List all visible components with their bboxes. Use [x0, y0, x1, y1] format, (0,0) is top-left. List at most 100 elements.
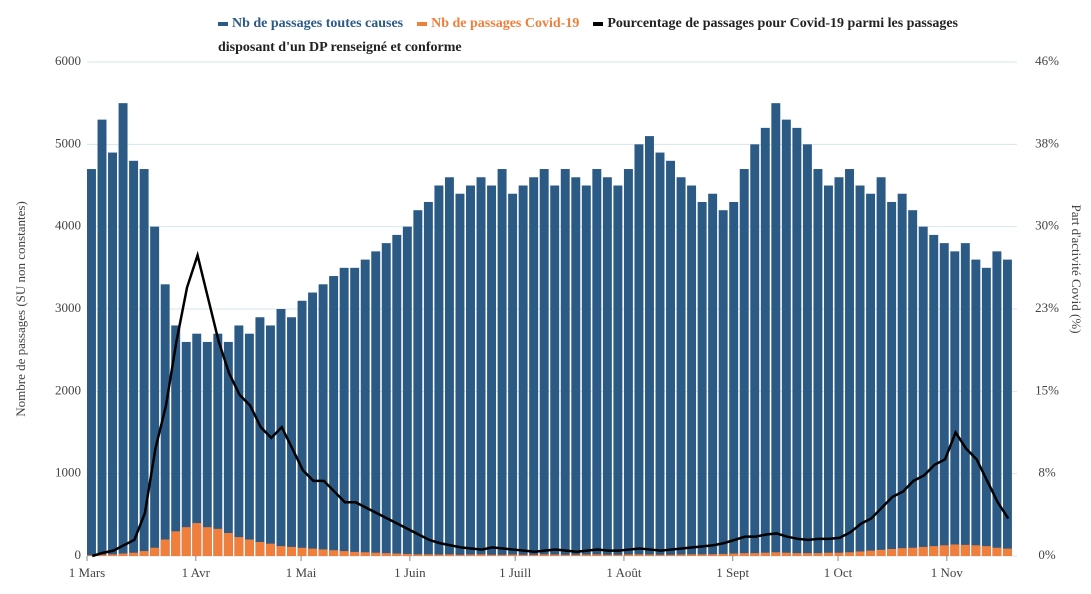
bar [234, 537, 244, 556]
bar [823, 552, 833, 556]
bar [308, 292, 318, 556]
bar [139, 169, 149, 557]
y-tick-label: 4000 [55, 218, 81, 233]
bar [950, 251, 960, 556]
bar [276, 546, 286, 556]
bar [781, 552, 791, 556]
bar [392, 553, 402, 556]
bar [992, 547, 1002, 556]
y-tick-label: 0 [75, 547, 82, 562]
bar [497, 554, 507, 556]
bar [181, 341, 191, 556]
bar [487, 185, 497, 556]
bar [823, 185, 833, 556]
bar [223, 532, 233, 556]
y-axis-title: Nombre de passages (SU non constantes) [13, 201, 28, 417]
legend-item: Pourcentage de passages pour Covid-19 pa… [218, 16, 958, 55]
bar [487, 554, 497, 556]
bar [623, 554, 633, 556]
bar [466, 554, 475, 556]
bar [760, 552, 770, 556]
bar [350, 551, 360, 556]
y2-tick-label: 23% [1035, 300, 1059, 315]
bar [371, 251, 381, 556]
bar [771, 103, 781, 557]
bar [202, 527, 212, 556]
bar [350, 267, 360, 556]
legend-swatch [593, 21, 604, 26]
bar [276, 309, 286, 556]
x-tick-label: 1 Sept [716, 565, 749, 580]
y2-tick-label: 30% [1035, 218, 1059, 233]
bar [287, 546, 296, 556]
bar [876, 549, 886, 556]
y-tick-label: 5000 [55, 135, 81, 150]
bar [560, 169, 570, 557]
bar [623, 169, 633, 557]
bar [750, 144, 760, 557]
bar [971, 259, 981, 556]
bar [750, 553, 760, 556]
bar [1002, 259, 1012, 556]
bar [87, 169, 96, 557]
bar [108, 152, 118, 557]
bar [97, 119, 107, 556]
bar [413, 554, 423, 556]
bar [739, 169, 749, 557]
y2-tick-label: 8% [1038, 465, 1056, 480]
bar [297, 300, 307, 556]
bar [255, 542, 265, 556]
bar [476, 177, 486, 556]
bar [792, 127, 802, 556]
bar [602, 177, 612, 556]
y-tick-label: 2000 [55, 382, 81, 397]
bar [129, 160, 139, 557]
bar [171, 531, 181, 556]
bar [834, 177, 844, 556]
bar [518, 554, 528, 556]
legend-swatch [218, 21, 228, 26]
bar [392, 234, 402, 556]
bar [265, 325, 275, 556]
bar [455, 193, 465, 556]
bar [855, 551, 865, 556]
legend-item: Nb de passages toutes causes [218, 16, 403, 31]
x-tick-label: 1 Nov [931, 565, 964, 580]
y-tick-label: 3000 [55, 300, 81, 315]
bar [908, 547, 918, 556]
bar [887, 201, 897, 556]
bar [666, 554, 676, 556]
x-tick-label: 1 Mars [69, 565, 105, 580]
bar [939, 545, 949, 556]
bar [613, 185, 623, 556]
bar [423, 554, 433, 556]
bar [118, 553, 128, 556]
bar [897, 193, 907, 556]
x-tick-label: 1 Juin [394, 565, 426, 580]
bar [813, 553, 823, 556]
x-tick-label: 1 Mai [286, 565, 317, 580]
bar [781, 119, 791, 556]
bar [550, 554, 560, 556]
legend-label: Pourcentage de passages pour Covid-19 pa… [218, 16, 958, 55]
x-tick-label: 1 Oct [824, 565, 853, 580]
bar [255, 317, 265, 556]
bar [771, 552, 781, 556]
bar [908, 210, 918, 556]
bar [845, 169, 854, 557]
bar [813, 169, 823, 557]
bar [645, 136, 654, 556]
bar [118, 103, 128, 557]
bar [981, 267, 991, 556]
bar [613, 554, 623, 556]
bar [918, 546, 928, 556]
bar [434, 554, 444, 556]
bar [634, 144, 644, 557]
bar [244, 539, 254, 556]
bar [592, 169, 602, 557]
x-tick-label: 1 Juill [499, 565, 532, 580]
bar [466, 185, 475, 556]
bar [371, 552, 381, 556]
bar [423, 201, 433, 556]
